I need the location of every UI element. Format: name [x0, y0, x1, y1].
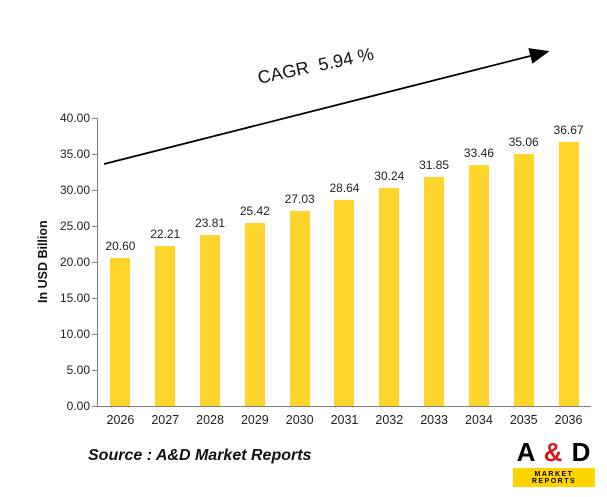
y-axis-tick-label: 30.00 — [59, 183, 90, 197]
x-axis-tick-label: 2027 — [151, 413, 180, 427]
bar-value-label: 28.64 — [329, 180, 360, 195]
y-axis-tick-label: 40.00 — [59, 111, 90, 125]
y-axis-tick-label: 0.00 — [66, 399, 90, 413]
bar-column: 23.81 2028 — [188, 118, 233, 427]
bar-column: 35.06 2035 — [501, 118, 546, 427]
bar-column: 27.03 2030 — [277, 118, 322, 427]
y-axis-tick-label: 35.00 — [59, 147, 90, 161]
logo-letter-a: A — [516, 437, 536, 467]
bar — [155, 246, 176, 406]
y-axis-tick-label: 10.00 — [59, 327, 90, 341]
y-axis-tick-label: 25.00 — [59, 219, 90, 233]
bar-column: 22.21 2027 — [143, 118, 188, 427]
bar-value-label: 33.46 — [463, 146, 494, 161]
y-axis-tick-label: 15.00 — [59, 291, 90, 305]
x-axis-tick-label: 2031 — [330, 413, 359, 427]
logo-ampersand: & — [543, 437, 564, 467]
y-axis-tick-label: 20.00 — [59, 255, 90, 269]
bar-value-label: 25.42 — [239, 203, 270, 218]
y-axis-tick-mark — [92, 118, 98, 119]
bar-value-label: 30.24 — [374, 169, 405, 184]
bar — [468, 165, 489, 406]
bar — [289, 211, 310, 406]
plot-area: 0.00 5.00 10.00 15.00 20.00 25.00 30.00 35.00 40… — [60, 111, 591, 427]
y-axis-tick-mark — [92, 406, 98, 407]
x-axis-tick-label: 2033 — [420, 413, 448, 427]
bar-value-label: 23.81 — [195, 215, 226, 230]
y-axis-tick-label: 5.00 — [66, 363, 90, 377]
bar — [424, 176, 445, 406]
bar-column: 20.60 2026 — [98, 118, 143, 427]
bar-value-label: 20.60 — [105, 238, 136, 253]
x-axis-tick-label: 2036 — [554, 413, 583, 427]
y-axis-title: In USD Billion — [36, 220, 50, 304]
y-axis-tick-mark — [92, 190, 98, 191]
y-axis-tick-mark — [92, 262, 98, 263]
bar-column: 28.64 2031 — [322, 118, 367, 427]
bar — [110, 257, 131, 406]
bar-value-label: 27.03 — [284, 192, 315, 207]
bar-value-label: 31.85 — [419, 157, 450, 172]
bars-container: 20.60 2026 22.21 2027 23.81 2028 25.42 2029 27.0… — [98, 118, 591, 427]
y-axis-tick-mark — [92, 226, 98, 227]
y-axis-tick-mark — [92, 298, 98, 299]
logo-subtitle: MARKET REPORTS — [513, 468, 595, 487]
x-axis-tick-label: 2029 — [240, 413, 269, 427]
y-axis-tick-mark — [92, 370, 98, 371]
bar-column: 36.67 2036 — [546, 118, 591, 427]
bar — [558, 141, 579, 406]
bar-column: 25.42 2029 — [232, 118, 277, 427]
bar — [200, 234, 221, 406]
x-axis-tick-label: 2026 — [106, 413, 135, 427]
bar-column: 30.24 2032 — [367, 118, 412, 427]
x-axis-tick-label: 2035 — [509, 413, 538, 427]
y-axis-tick-mark — [92, 334, 98, 335]
cagr-annotation: CAGR 5.94 % — [255, 43, 376, 88]
bar-value-label: 35.06 — [508, 134, 539, 149]
x-axis-tick-label: 2028 — [196, 413, 224, 427]
bar-column: 33.46 2034 — [457, 118, 502, 427]
x-axis-tick-label: 2032 — [375, 413, 404, 427]
logo-wordmark: A & D — [513, 438, 595, 466]
brand-logo: A & D MARKET REPORTS — [513, 438, 595, 487]
bar — [244, 222, 265, 406]
x-axis-tick-label: 2034 — [465, 413, 493, 427]
source-caption: Source : A&D Market Reports — [88, 447, 312, 464]
bar — [334, 199, 355, 406]
bar — [513, 153, 534, 406]
y-axis-tick-mark — [92, 154, 98, 155]
bar — [379, 188, 400, 406]
x-axis-tick-label: 2030 — [285, 413, 314, 427]
bar-column: 31.85 2033 — [412, 118, 457, 427]
bar-value-label: 22.21 — [150, 227, 181, 242]
logo-letter-d: D — [571, 437, 592, 467]
bar-value-label: 36.67 — [553, 122, 584, 137]
